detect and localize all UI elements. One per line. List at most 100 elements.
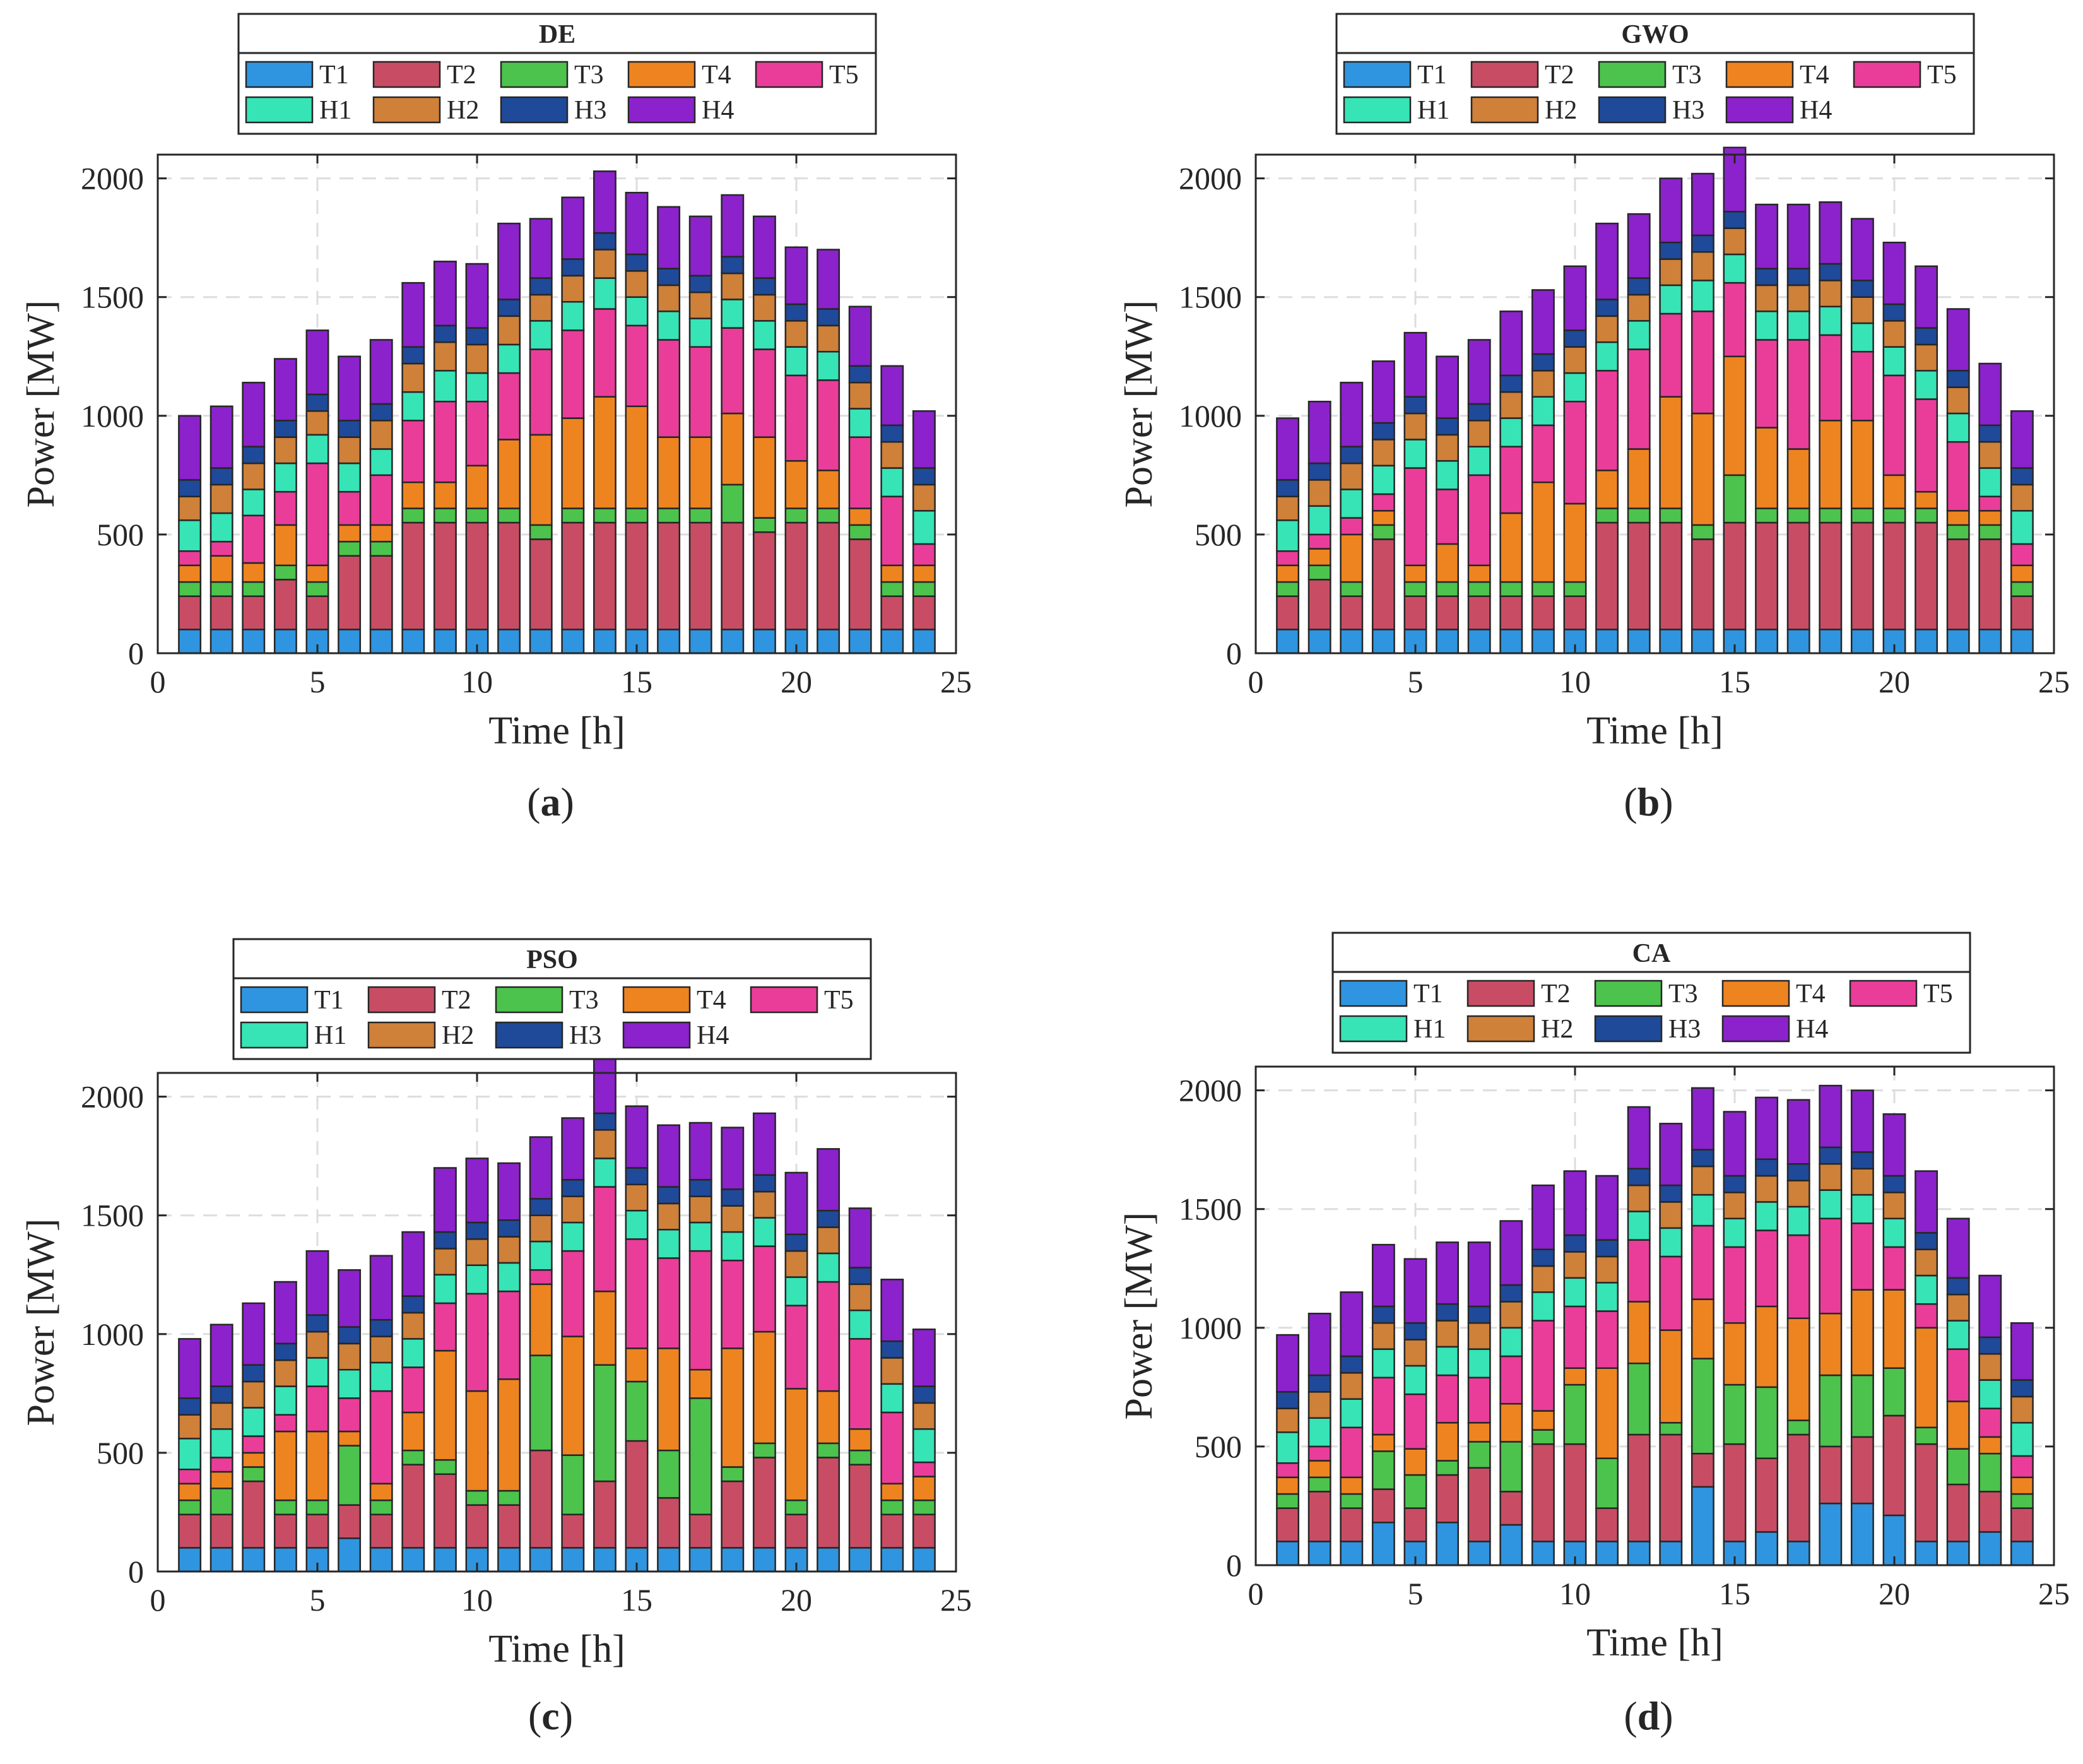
y-tick-label: 0	[1226, 1548, 1242, 1583]
bar-segment-h3	[752, 277, 776, 296]
bar-segment-t4	[529, 1283, 553, 1356]
legend-label-t4: T4	[1800, 61, 1829, 90]
bar-segment-t2	[1723, 521, 1747, 630]
bar-segment-t4	[1978, 1436, 2002, 1455]
bar-segment-h4	[433, 1167, 457, 1233]
bar-segment-t5	[721, 327, 745, 415]
y-axis-label: Power [MW]	[20, 300, 62, 508]
bar-segment-h1	[2010, 1422, 2034, 1457]
bar-segment-h1	[848, 408, 872, 438]
bar-segment-t3	[912, 581, 936, 597]
bar-segment-h1	[178, 1438, 202, 1471]
bar-segment-t3	[1850, 507, 1874, 524]
bar-segment-t3	[880, 581, 904, 597]
bar-segment-t2	[912, 1513, 936, 1549]
bar-segment-h4	[848, 305, 872, 367]
bar-segment-t4	[273, 1430, 297, 1501]
bar-segment-t3	[1915, 1426, 1938, 1445]
y-tick-label: 2000	[81, 1079, 144, 1115]
bar-segment-h4	[1371, 1243, 1395, 1308]
bar-segment-t3	[2010, 581, 2034, 597]
bar-segment-h3	[1915, 1232, 1938, 1250]
bar-segment-t4	[688, 436, 712, 509]
x-tick-label: 10	[1559, 1576, 1591, 1611]
bar-segment-t5	[752, 348, 776, 438]
bar-segment-h4	[1403, 331, 1427, 398]
bar-segment-h1	[1882, 1217, 1906, 1248]
bar-segment-h2	[2010, 483, 2034, 512]
bar-segment-h1	[593, 277, 617, 310]
bar-segment-h3	[1276, 479, 1300, 497]
bar-segment-t4	[497, 1378, 521, 1492]
bar-segment-t3	[433, 1459, 457, 1476]
bar-segment-h3	[561, 1179, 585, 1197]
bar-segment-h2	[1563, 1251, 1587, 1279]
bar-segment-h2	[657, 284, 681, 312]
bar-segment-t5	[369, 1390, 393, 1485]
bar-segment-t4	[1307, 1460, 1331, 1479]
legend-label-t4: T4	[1796, 980, 1826, 1009]
y-tick-label: 1500	[81, 280, 144, 315]
bar-segment-t3	[657, 1449, 681, 1499]
bar-segment-t2	[1915, 521, 1938, 630]
bar-segment-t3	[1755, 1386, 1779, 1459]
bar-segment-h3	[1563, 329, 1587, 348]
bar-segment-t4	[1467, 564, 1491, 583]
bar-segment-h4	[1467, 1241, 1491, 1308]
bar-segment-t5	[1723, 281, 1747, 358]
bar-segment-t3	[561, 507, 585, 524]
bar-segment-t4	[1531, 1410, 1555, 1431]
bar-segment-h1	[1819, 305, 1843, 336]
bar-segment-h4	[1659, 177, 1683, 244]
bar-segment-t5	[1467, 1376, 1491, 1424]
y-tick-label: 1000	[1179, 1310, 1242, 1346]
x-tick-label: 5	[1408, 1576, 1424, 1611]
y-tick-label: 2000	[81, 161, 144, 196]
bar-segment-t1	[338, 1537, 362, 1573]
bar-segment-h3	[242, 446, 266, 465]
bar-segment-h2	[912, 483, 936, 512]
bar-segment-t2	[433, 521, 457, 630]
bar-segment-h4	[529, 218, 553, 279]
bar-segment-h1	[178, 519, 202, 552]
bar-segment-h3	[1499, 1284, 1523, 1303]
bar-segment-t3	[880, 1499, 904, 1515]
bar-segment-h4	[1276, 417, 1300, 481]
bar-segment-h2	[784, 320, 808, 348]
bar-segment-h4	[817, 249, 841, 310]
legend-swatch-t5	[755, 61, 823, 88]
bar-segment-h3	[1403, 396, 1427, 415]
bar-segment-h1	[1946, 412, 1970, 443]
bar-segment-t1	[657, 629, 681, 654]
bar-segment-h3	[1595, 1239, 1619, 1258]
legend-swatch-t3	[500, 61, 569, 88]
bar-segment-h3	[688, 1179, 712, 1197]
bar-segment-h3	[529, 277, 553, 296]
bar-segment-h2	[1499, 1301, 1523, 1329]
bar-segment-t3	[657, 507, 681, 524]
bar-segment-t2	[817, 1457, 841, 1549]
legend-swatch-t2	[1470, 61, 1539, 88]
bar-segment-t2	[338, 555, 362, 630]
bar-segment-h2	[1531, 1265, 1555, 1293]
bar-segment-t3	[1659, 1422, 1683, 1436]
bar-segment-h1	[273, 1385, 297, 1416]
bar-segment-t5	[433, 1302, 457, 1352]
y-tick-label: 1500	[1179, 280, 1242, 315]
bar-segment-t2	[721, 521, 745, 630]
bar-segment-t5	[401, 420, 425, 483]
bar-segment-h4	[721, 1127, 745, 1190]
panel-label: (c)	[528, 1693, 573, 1738]
bar-segment-h4	[273, 1281, 297, 1345]
bar-segment-t3	[1276, 1493, 1300, 1509]
bar-segment-t4	[1563, 1367, 1587, 1386]
bar-segment-t5	[1595, 370, 1619, 471]
bar-segment-h4	[242, 1302, 266, 1366]
legend-label-h2: H2	[1545, 96, 1577, 125]
legend-label-h3: H3	[569, 1021, 601, 1050]
bar-segment-h1	[817, 1252, 841, 1283]
bar-segment-h1	[338, 462, 362, 493]
x-tick-label: 20	[781, 664, 812, 699]
x-tick-label: 25	[2038, 664, 2070, 699]
bar-segment-h4	[1819, 201, 1843, 265]
